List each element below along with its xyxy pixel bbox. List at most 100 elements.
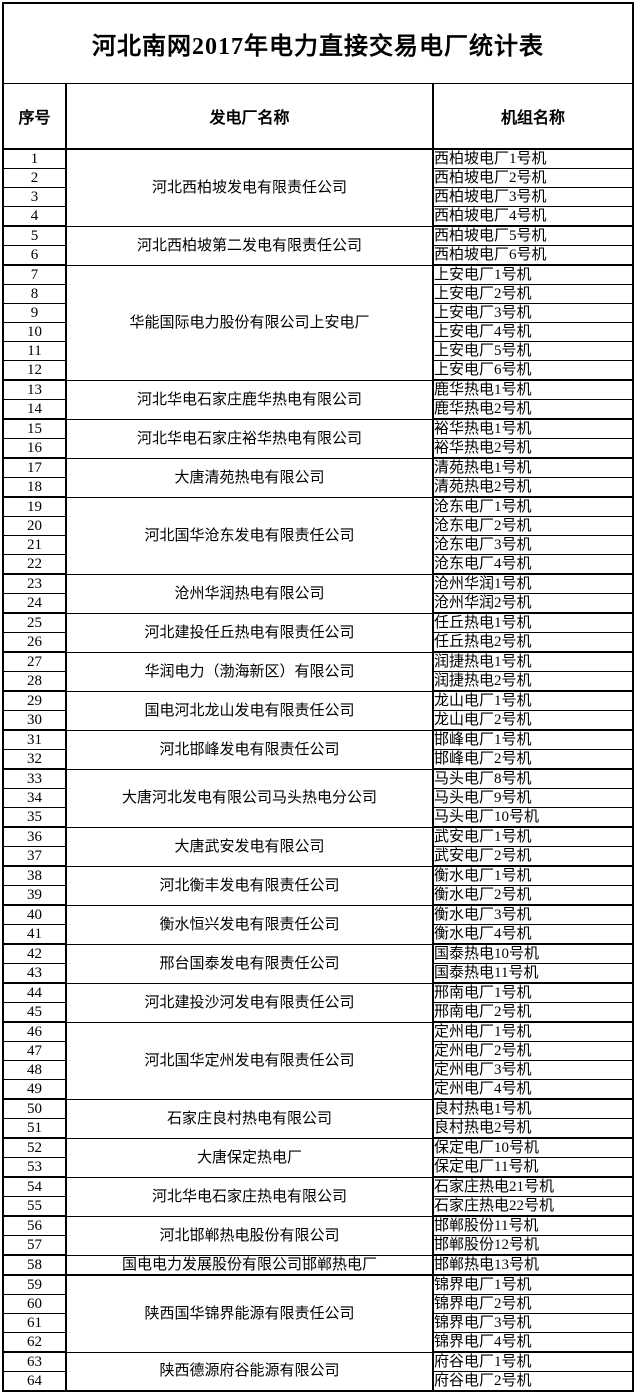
unit-name-cell: 上安电厂2号机 <box>431 284 635 304</box>
unit-name-cell: 西柏坡电厂6号机 <box>431 245 635 266</box>
table-row: 48 定州电厂3号机 <box>2 1060 635 1080</box>
serial-cell: 24 <box>2 593 67 614</box>
plant-name-cell: 河北华电石家庄鹿华热电有限公司 <box>65 379 434 420</box>
unit-name-cell: 国泰热电11号机 <box>431 963 635 984</box>
unit-name-cell: 上安电厂5号机 <box>431 341 635 361</box>
unit-name-cell: 沧州华润1号机 <box>431 573 635 594</box>
table-row: 45 邢南电厂2号机 <box>2 1002 635 1023</box>
serial-cell: 43 <box>2 963 67 984</box>
table-row: 51 良村热电2号机 <box>2 1118 635 1139</box>
table-row: 17 大唐清苑热电有限公司 清苑热电1号机 <box>2 457 635 498</box>
table-row: 33 大唐河北发电有限公司马头热电分公司 马头电厂8号机 <box>2 768 635 828</box>
table-row: 21 沧东电厂3号机 <box>2 535 635 555</box>
table-row: 2 西柏坡电厂2号机 <box>2 168 635 188</box>
unit-name-cell: 定州电厂1号机 <box>431 1021 635 1042</box>
serial-cell: 56 <box>2 1215 67 1236</box>
serial-cell: 30 <box>2 710 67 731</box>
serial-cell: 15 <box>2 418 67 439</box>
serial-cell: 35 <box>2 807 67 828</box>
unit-name-cell: 石家庄热电21号机 <box>431 1176 635 1197</box>
table-row: 40 衡水恒兴发电有限责任公司 衡水电厂3号机 <box>2 904 635 945</box>
unit-name-cell: 邢南电厂1号机 <box>431 982 635 1003</box>
unit-name-cell: 武安电厂2号机 <box>431 846 635 867</box>
unit-name-cell: 国泰热电10号机 <box>431 943 635 964</box>
unit-name-cell: 鹿华热电1号机 <box>431 379 635 400</box>
table-row: 4 西柏坡电厂4号机 <box>2 206 635 227</box>
unit-name-cell: 邯峰电厂1号机 <box>431 729 635 750</box>
table-row: 50 石家庄良村热电有限公司 良村热电1号机 <box>2 1098 635 1139</box>
serial-cell: 62 <box>2 1332 67 1353</box>
serial-cell: 39 <box>2 885 67 906</box>
serial-cell: 32 <box>2 749 67 770</box>
serial-cell: 22 <box>2 554 67 575</box>
unit-name-cell: 府谷电厂2号机 <box>431 1371 635 1392</box>
serial-cell: 19 <box>2 496 67 517</box>
plant-name-cell: 河北国华沧东发电有限责任公司 <box>65 496 434 575</box>
serial-cell: 60 <box>2 1294 67 1314</box>
table-row: 16 裕华热电2号机 <box>2 438 635 459</box>
plant-name-cell: 河北西柏坡发电有限责任公司 <box>65 148 434 227</box>
plant-name-cell: 石家庄良村热电有限公司 <box>65 1098 434 1139</box>
plant-name-cell: 衡水恒兴发电有限责任公司 <box>65 904 434 945</box>
unit-name-cell: 润捷热电2号机 <box>431 671 635 692</box>
unit-name-cell: 清苑热电2号机 <box>431 477 635 498</box>
unit-name-cell: 邯峰电厂2号机 <box>431 749 635 770</box>
table-row: 61 锦界电厂3号机 <box>2 1313 635 1333</box>
table-row: 15 河北华电石家庄裕华热电有限公司 裕华热电1号机 <box>2 418 635 459</box>
unit-name-cell: 龙山电厂1号机 <box>431 690 635 711</box>
table-row: 55 石家庄热电22号机 <box>2 1196 635 1217</box>
plant-name-cell: 河北衡丰发电有限责任公司 <box>65 865 434 906</box>
table-row: 14 鹿华热电2号机 <box>2 399 635 420</box>
serial-cell: 2 <box>2 168 67 188</box>
table-row: 22 沧东电厂4号机 <box>2 554 635 575</box>
table-row: 46 河北国华定州发电有限责任公司 定州电厂1号机 <box>2 1021 635 1100</box>
serial-cell: 53 <box>2 1157 67 1178</box>
serial-cell: 40 <box>2 904 67 925</box>
unit-name-cell: 武安电厂1号机 <box>431 826 635 847</box>
serial-cell: 50 <box>2 1098 67 1119</box>
unit-name-cell: 良村热电1号机 <box>431 1098 635 1119</box>
unit-name-cell: 衡水电厂3号机 <box>431 904 635 925</box>
unit-name-cell: 龙山电厂2号机 <box>431 710 635 731</box>
unit-name-cell: 沧州华润2号机 <box>431 593 635 614</box>
serial-cell: 37 <box>2 846 67 867</box>
unit-name-cell: 定州电厂2号机 <box>431 1041 635 1061</box>
table-row: 25 河北建投任丘热电有限责任公司 任丘热电1号机 <box>2 612 635 653</box>
serial-cell: 29 <box>2 690 67 711</box>
column-header-unit: 机组名称 <box>431 83 635 150</box>
table-row: 37 武安电厂2号机 <box>2 846 635 867</box>
unit-name-cell: 任丘热电1号机 <box>431 612 635 633</box>
serial-cell: 46 <box>2 1021 67 1042</box>
unit-name-cell: 衡水电厂1号机 <box>431 865 635 886</box>
unit-name-cell: 府谷电厂1号机 <box>431 1351 635 1372</box>
plant-name-cell: 河北华电石家庄热电有限公司 <box>65 1176 434 1217</box>
table-row: 35 马头电厂10号机 <box>2 807 635 828</box>
table-row: 39 衡水电厂2号机 <box>2 885 635 906</box>
serial-cell: 7 <box>2 264 67 285</box>
table-row: 42 邢台国泰发电有限责任公司 国泰热电10号机 <box>2 943 635 984</box>
table-row: 44 河北建投沙河发电有限责任公司 邢南电厂1号机 <box>2 982 635 1023</box>
plant-name-cell: 河北建投沙河发电有限责任公司 <box>65 982 434 1023</box>
serial-cell: 26 <box>2 632 67 653</box>
plant-name-cell: 华润电力（渤海新区）有限公司 <box>65 651 434 692</box>
unit-name-cell: 沧东电厂4号机 <box>431 554 635 575</box>
table-row: 23 沧州华润热电有限公司 沧州华润1号机 <box>2 573 635 614</box>
plant-name-cell: 河北国华定州发电有限责任公司 <box>65 1021 434 1100</box>
table-row: 24 沧州华润2号机 <box>2 593 635 614</box>
serial-cell: 20 <box>2 516 67 536</box>
unit-name-cell: 锦界电厂2号机 <box>431 1294 635 1314</box>
plant-name-cell: 大唐武安发电有限公司 <box>65 826 434 867</box>
unit-name-cell: 邯郸股份11号机 <box>431 1215 635 1236</box>
serial-cell: 63 <box>2 1351 67 1372</box>
serial-cell: 52 <box>2 1137 67 1158</box>
column-header-serial: 序号 <box>2 83 67 150</box>
serial-cell: 13 <box>2 379 67 400</box>
plant-name-cell: 大唐保定热电厂 <box>65 1137 434 1178</box>
table-row: 53 保定电厂11号机 <box>2 1157 635 1178</box>
serial-cell: 4 <box>2 206 67 227</box>
table-row: 27 华润电力（渤海新区）有限公司 润捷热电1号机 <box>2 651 635 692</box>
serial-cell: 17 <box>2 457 67 478</box>
unit-name-cell: 衡水电厂2号机 <box>431 885 635 906</box>
serial-cell: 10 <box>2 322 67 342</box>
